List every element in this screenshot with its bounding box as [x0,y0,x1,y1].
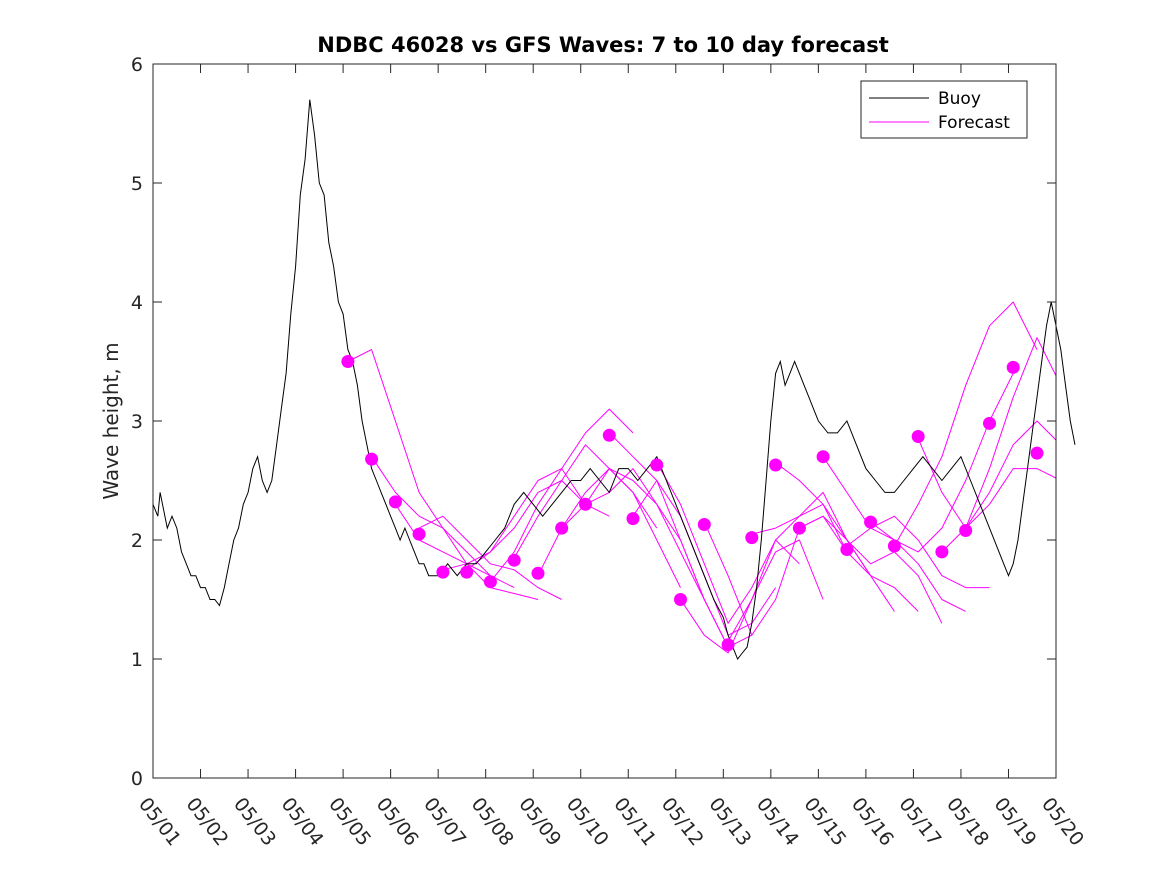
forecast-point [555,521,569,535]
forecast-point [365,452,379,466]
plot-area [153,64,1056,778]
y-tick-label: 1 [131,649,143,671]
y-tick-label: 5 [131,173,143,195]
forecast-line-25 [917,337,1056,529]
forecast-point [436,565,450,579]
plot-background [153,64,1056,778]
y-axis-label: Wave height, m [99,342,123,499]
forecast-line-24 [893,301,1038,547]
forecast-point [816,450,830,464]
forecast-point [579,497,592,511]
chart-title: NDBC 46028 vs GFS Waves: 7 to 10 day for… [317,33,888,57]
forecast-point [887,539,901,553]
forecast-point [745,531,759,545]
legend: Buoy Forecast [860,80,1028,139]
forecast-point [864,515,878,529]
forecast-point [769,458,783,472]
forecast-point [721,638,735,652]
forecast-point [674,593,687,606]
forecast-line-4 [418,515,562,600]
forecast-point [341,355,355,368]
forecast-point [460,565,474,579]
y-tick-label: 3 [131,411,143,433]
forecast-point [935,545,949,559]
forecast-point [983,416,996,430]
legend-forecast-label: Forecast [938,113,1010,133]
legend-buoy-label: Buoy [938,89,981,109]
forecast-point [959,524,973,537]
forecast-point [531,566,545,580]
y-tick-label: 0 [131,768,143,790]
forecast-point [1030,446,1044,460]
forecast-line-20 [799,515,943,624]
forecast-point [1006,360,1020,374]
forecast-line-27 [965,468,1056,529]
legend-box [860,80,1028,139]
forecast-point [483,575,497,589]
forecast-points [341,355,1044,652]
forecast-point [602,428,616,442]
forecast-point [507,553,521,567]
y-tick-label: 4 [131,292,143,314]
buoy-line [152,99,1076,660]
forecast-point [650,458,664,472]
y-tick-label: 6 [131,54,143,76]
forecast-line-7 [490,408,634,583]
forecast-point [840,543,854,556]
forecast-point [697,518,711,531]
forecast-point [388,495,402,509]
forecast-point [626,512,640,526]
y-tick-label: 2 [131,530,143,552]
buoy-series-line [152,99,1076,660]
forecast-point [911,430,925,443]
forecast-point [412,527,426,541]
forecast-point [792,521,806,535]
